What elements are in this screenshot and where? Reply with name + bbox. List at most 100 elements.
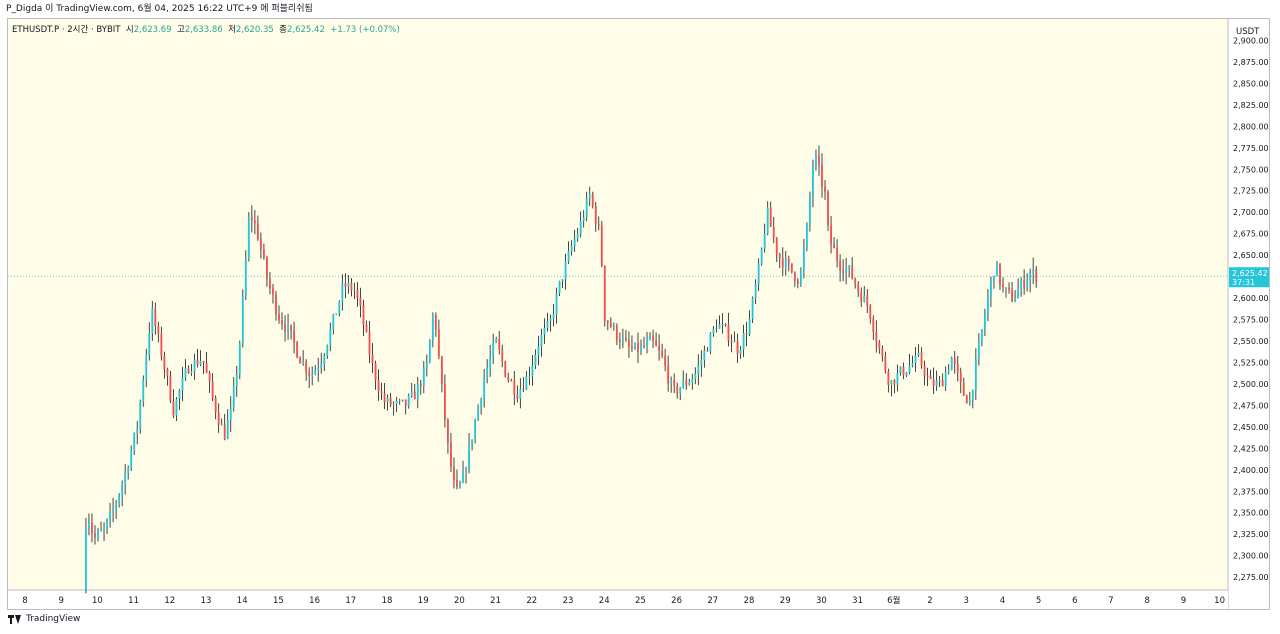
chart-frame[interactable]: USDT 2,275.00 2,300.00 2,325.00 2,350.00 2,37… — [7, 18, 1270, 610]
candle-body — [667, 365, 670, 384]
candle-body — [661, 350, 664, 356]
candle-body — [247, 217, 250, 260]
candle-body — [187, 368, 190, 374]
candle-body — [474, 420, 477, 440]
candle-body — [447, 419, 449, 443]
price-tick-label: 2,400.00 — [1233, 466, 1269, 475]
candle-body — [959, 372, 962, 383]
candle-body — [377, 380, 380, 392]
candle-body — [621, 338, 624, 343]
candle-body — [999, 263, 1001, 285]
price-axis-bg[interactable] — [1228, 19, 1269, 609]
candle-body — [528, 376, 531, 378]
candle-body — [833, 244, 836, 249]
candle-body — [775, 237, 778, 255]
candle-body — [434, 315, 437, 330]
time-axis-bg[interactable] — [8, 590, 1228, 609]
candle-body — [130, 450, 133, 469]
candle-body — [166, 369, 169, 376]
candle-body — [688, 382, 691, 385]
candle-body — [911, 363, 914, 366]
candle-body — [250, 217, 253, 221]
time-tick-label: 31 — [852, 596, 863, 606]
candle-body — [899, 366, 902, 373]
candlestick-chart[interactable]: USDT 2,275.00 2,300.00 2,325.00 2,350.00 2,37… — [8, 19, 1269, 609]
candle-body — [235, 374, 238, 387]
candle-body — [428, 340, 431, 363]
candle-body — [564, 261, 567, 280]
publisher-header: P_Digda 이 TradingView.com, 6월 04, 2025 1… — [0, 0, 1280, 18]
candle-body — [453, 466, 455, 480]
candle-body — [145, 355, 148, 380]
candle-body — [425, 362, 428, 368]
candle-body — [549, 318, 552, 322]
time-axis[interactable]: 8 9 10 11 12 13 14 15 16 17 18 19 20 21 22 23 24 25 26 27 28… — [8, 589, 1228, 609]
candle-body — [109, 511, 112, 520]
candle-body — [763, 233, 766, 249]
candle-body — [389, 397, 392, 405]
price-tick-label: 2,425.00 — [1233, 444, 1269, 453]
candle-body — [311, 374, 314, 377]
tradingview-logo-icon — [8, 614, 22, 624]
candle-body — [618, 339, 621, 343]
candle-body — [640, 346, 642, 353]
candle-body — [993, 276, 995, 281]
open-label: 시 — [125, 25, 134, 35]
time-tick-label: 24 — [599, 596, 610, 606]
candle-body — [881, 348, 884, 357]
candle-body — [582, 217, 585, 221]
candle-body — [944, 372, 947, 387]
candle-body — [787, 259, 790, 264]
candle-body — [175, 398, 178, 416]
price-tick-label: 2,875.00 — [1233, 58, 1269, 67]
candle-body — [896, 372, 899, 385]
candle-body — [923, 365, 926, 376]
price-tick-label: 2,375.00 — [1233, 487, 1269, 496]
candle-body — [694, 373, 697, 380]
candle-body — [727, 324, 730, 341]
candle-body — [314, 370, 317, 375]
price-tick-label: 2,900.00 — [1233, 36, 1269, 45]
candle-body — [220, 424, 223, 426]
currency-label[interactable]: USDT — [1236, 27, 1260, 37]
candle-body — [1017, 289, 1020, 299]
candle-body — [649, 335, 651, 341]
candle-body — [401, 399, 404, 401]
candle-body — [157, 326, 160, 334]
candle-body — [163, 356, 166, 370]
price-tick-label: 2,500.00 — [1233, 380, 1269, 389]
candle-body — [160, 333, 163, 357]
candle-body — [745, 332, 748, 335]
candle-body — [736, 340, 739, 354]
candle-body — [567, 251, 570, 262]
candle-body — [914, 355, 917, 364]
candle-body — [552, 314, 555, 319]
candle-body — [256, 223, 259, 240]
candle-body — [296, 342, 299, 358]
candle-body — [299, 357, 302, 364]
candle-body — [591, 193, 594, 206]
candle-body — [341, 283, 344, 302]
candle-body — [884, 356, 887, 372]
candle-body — [344, 283, 347, 287]
candle-body — [338, 301, 341, 314]
candle-body — [495, 338, 498, 343]
price-tick-label: 2,600.00 — [1233, 294, 1269, 303]
candle-body — [893, 380, 896, 385]
candle-body — [335, 313, 338, 315]
candle-body — [443, 384, 446, 420]
candle-body — [133, 433, 136, 451]
price-tick-label: 2,550.00 — [1233, 337, 1269, 346]
price-tick-label: 2,825.00 — [1233, 101, 1269, 110]
candle-body — [359, 297, 362, 306]
candle-body — [253, 220, 256, 224]
candle-body — [588, 193, 591, 199]
candles-group — [85, 145, 1038, 594]
low-value: 2,620.35 — [235, 25, 274, 35]
candle-body — [181, 377, 184, 391]
time-tick-label: 10 — [92, 596, 103, 606]
price-axis[interactable]: USDT 2,275.00 2,300.00 2,325.00 2,350.00 2,37… — [1227, 19, 1269, 609]
candle-body — [262, 249, 265, 258]
time-tick-label: 6월 — [887, 595, 900, 606]
plot-background[interactable] — [8, 19, 1228, 590]
